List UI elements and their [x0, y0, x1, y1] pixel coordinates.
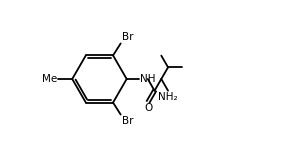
Text: NH: NH — [140, 74, 155, 84]
Text: Br: Br — [122, 116, 133, 126]
Text: NH₂: NH₂ — [158, 92, 178, 102]
Text: Br: Br — [122, 32, 133, 42]
Text: Me: Me — [42, 74, 57, 84]
Text: O: O — [144, 103, 152, 113]
